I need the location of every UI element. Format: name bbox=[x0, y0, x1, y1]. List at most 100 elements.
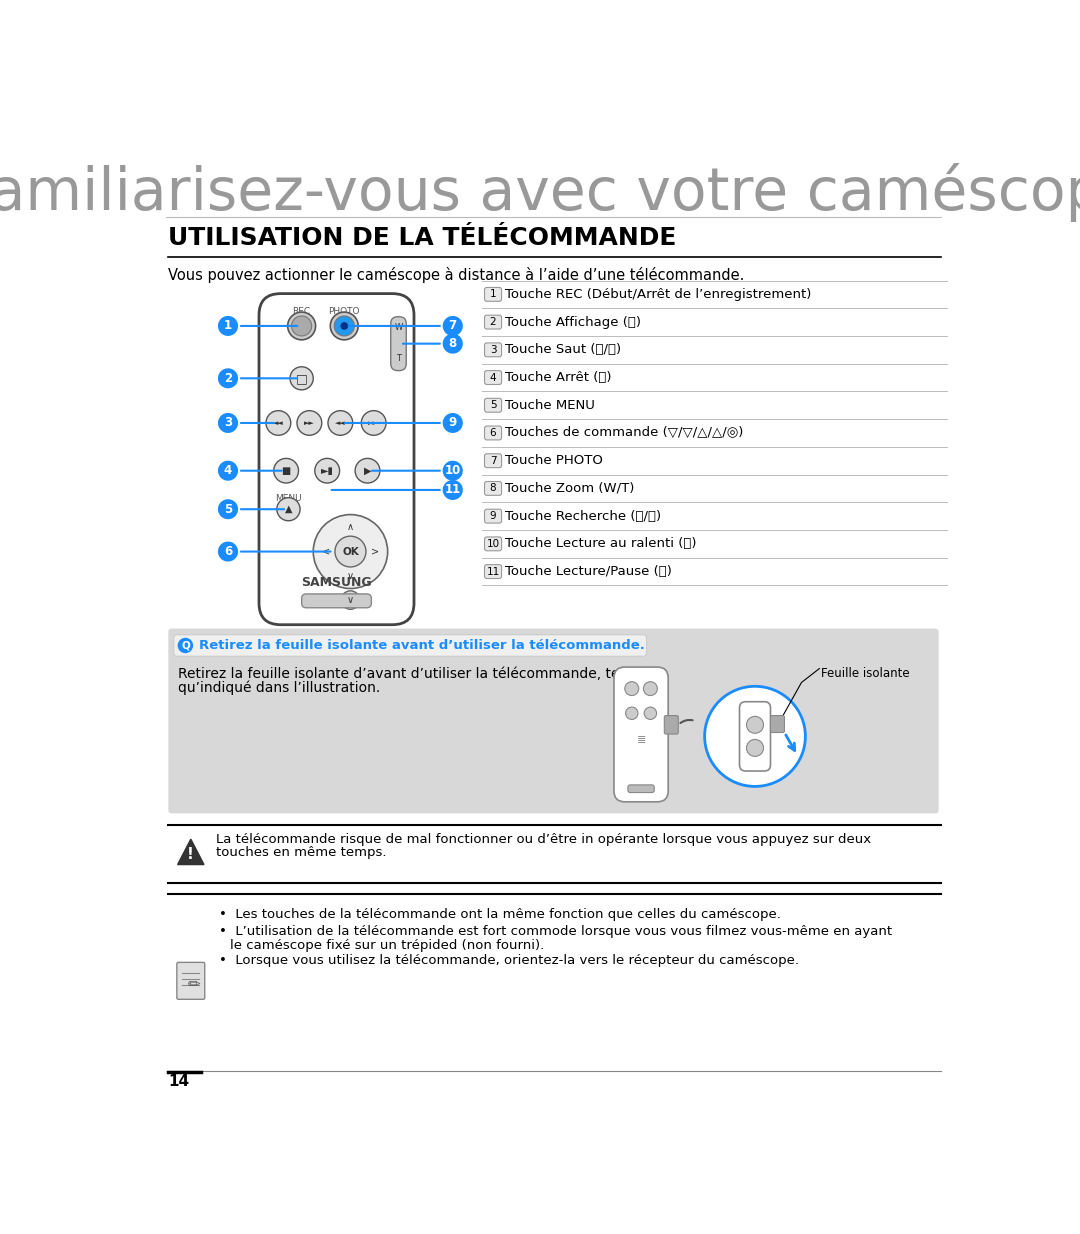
FancyBboxPatch shape bbox=[664, 716, 678, 734]
Text: 1: 1 bbox=[224, 320, 232, 332]
FancyBboxPatch shape bbox=[259, 294, 414, 624]
Text: OK: OK bbox=[342, 547, 359, 557]
Text: 11: 11 bbox=[486, 566, 500, 576]
Circle shape bbox=[443, 480, 463, 500]
Text: Retirez la feuille isolante avant d’utiliser la télécommande.: Retirez la feuille isolante avant d’util… bbox=[200, 639, 645, 652]
Circle shape bbox=[328, 411, 353, 436]
Text: 7: 7 bbox=[448, 320, 457, 332]
Text: ∧: ∧ bbox=[347, 522, 354, 532]
FancyBboxPatch shape bbox=[391, 317, 406, 370]
FancyBboxPatch shape bbox=[485, 288, 501, 301]
Text: 8: 8 bbox=[489, 484, 497, 494]
Text: Touche Saut (⏪/⏩): Touche Saut (⏪/⏩) bbox=[505, 343, 622, 357]
Circle shape bbox=[443, 316, 463, 336]
Circle shape bbox=[644, 707, 657, 719]
FancyBboxPatch shape bbox=[485, 454, 501, 468]
Text: Q: Q bbox=[181, 640, 190, 650]
Circle shape bbox=[218, 316, 238, 336]
Circle shape bbox=[746, 739, 764, 756]
Circle shape bbox=[276, 497, 300, 521]
Circle shape bbox=[218, 413, 238, 433]
Text: □: □ bbox=[296, 371, 308, 385]
Circle shape bbox=[218, 460, 238, 481]
Circle shape bbox=[362, 411, 387, 436]
Text: 4: 4 bbox=[489, 373, 497, 383]
Circle shape bbox=[644, 681, 658, 696]
Text: 6: 6 bbox=[489, 428, 497, 438]
Text: SAMSUNG: SAMSUNG bbox=[301, 576, 372, 589]
Text: >: > bbox=[372, 547, 379, 557]
Text: 5: 5 bbox=[224, 502, 232, 516]
Text: 10: 10 bbox=[486, 539, 500, 549]
Circle shape bbox=[341, 591, 360, 610]
Text: Touche Zoom (W/T): Touche Zoom (W/T) bbox=[505, 482, 635, 495]
Circle shape bbox=[340, 322, 348, 329]
Text: •  Lorsque vous utilisez la télécommande, orientez-la vers le récepteur du camés: • Lorsque vous utilisez la télécommande,… bbox=[218, 954, 799, 967]
FancyBboxPatch shape bbox=[485, 399, 501, 412]
FancyBboxPatch shape bbox=[485, 315, 501, 329]
Text: ≣: ≣ bbox=[636, 735, 646, 745]
Text: Touche Recherche (⏪/⏩): Touche Recherche (⏪/⏩) bbox=[505, 510, 662, 523]
Circle shape bbox=[218, 368, 238, 389]
Text: 8: 8 bbox=[448, 337, 457, 350]
Text: le caméscope fixé sur un trépided (non fourni).: le caméscope fixé sur un trépided (non f… bbox=[230, 939, 544, 951]
FancyBboxPatch shape bbox=[740, 702, 770, 771]
Text: MENU: MENU bbox=[275, 494, 301, 502]
Circle shape bbox=[335, 536, 366, 566]
Circle shape bbox=[218, 542, 238, 561]
Circle shape bbox=[313, 515, 388, 589]
Text: 2: 2 bbox=[224, 371, 232, 385]
FancyBboxPatch shape bbox=[770, 716, 784, 733]
Circle shape bbox=[443, 333, 463, 354]
Text: touches en même temps.: touches en même temps. bbox=[216, 847, 387, 859]
FancyBboxPatch shape bbox=[177, 963, 205, 1000]
Text: <: < bbox=[322, 547, 329, 557]
Text: ◄◄: ◄◄ bbox=[335, 420, 346, 426]
Text: •  Les touches de la télécommande ont la même fonction que celles du caméscope.: • Les touches de la télécommande ont la … bbox=[218, 908, 781, 921]
FancyBboxPatch shape bbox=[174, 634, 647, 656]
Text: 10: 10 bbox=[445, 464, 461, 478]
Text: 7: 7 bbox=[489, 455, 497, 465]
Text: Touche MENU: Touche MENU bbox=[505, 399, 595, 412]
Text: Touche PHOTO: Touche PHOTO bbox=[505, 454, 604, 468]
Text: Vous pouvez actionner le caméscope à distance à l’aide d’une télécommande.: Vous pouvez actionner le caméscope à dis… bbox=[168, 267, 745, 283]
Text: ∨: ∨ bbox=[347, 571, 354, 581]
Circle shape bbox=[218, 500, 238, 520]
Text: Feuille isolante: Feuille isolante bbox=[821, 668, 909, 680]
Text: La télécommande risque de mal fonctionner ou d’être in opérante lorsque vous app: La télécommande risque de mal fonctionne… bbox=[216, 833, 872, 845]
Text: ▲: ▲ bbox=[285, 505, 293, 515]
Text: •  L’utilisation de la télécommande est fort commode lorsque vous vous filmez vo: • L’utilisation de la télécommande est f… bbox=[218, 926, 892, 938]
FancyBboxPatch shape bbox=[168, 628, 939, 813]
Text: 4: 4 bbox=[224, 464, 232, 478]
Text: ▶: ▶ bbox=[364, 465, 372, 476]
Circle shape bbox=[746, 717, 764, 733]
Text: ✏: ✏ bbox=[188, 976, 200, 992]
Text: Touche REC (Début/Arrêt de l’enregistrement): Touche REC (Début/Arrêt de l’enregistrem… bbox=[505, 288, 812, 301]
Circle shape bbox=[443, 413, 463, 433]
Text: 5: 5 bbox=[489, 400, 497, 410]
FancyBboxPatch shape bbox=[485, 343, 501, 357]
Circle shape bbox=[704, 686, 806, 786]
Text: ■: ■ bbox=[282, 465, 291, 476]
Text: T: T bbox=[396, 354, 401, 363]
Text: 11: 11 bbox=[445, 484, 461, 496]
Circle shape bbox=[291, 366, 313, 390]
Text: ►►: ►► bbox=[368, 420, 379, 426]
Circle shape bbox=[443, 460, 463, 481]
FancyBboxPatch shape bbox=[485, 565, 501, 579]
Text: Touche Affichage (ⓞ): Touche Affichage (ⓞ) bbox=[505, 316, 642, 328]
Text: Touche Arrêt (⏹): Touche Arrêt (⏹) bbox=[505, 371, 612, 384]
Text: Touche Lecture au ralenti (⏵): Touche Lecture au ralenti (⏵) bbox=[505, 537, 697, 550]
Text: Retirez la feuille isolante d’avant d’utiliser la télécommande, tel: Retirez la feuille isolante d’avant d’ut… bbox=[177, 668, 623, 681]
Circle shape bbox=[355, 458, 380, 482]
Text: ►▮: ►▮ bbox=[321, 465, 334, 476]
Text: 9: 9 bbox=[489, 511, 497, 521]
FancyBboxPatch shape bbox=[485, 537, 501, 550]
Text: ►►: ►► bbox=[303, 420, 314, 426]
Text: 1: 1 bbox=[489, 290, 497, 300]
Circle shape bbox=[266, 411, 291, 436]
Text: W: W bbox=[394, 323, 403, 332]
Circle shape bbox=[625, 681, 638, 696]
Circle shape bbox=[297, 411, 322, 436]
Text: 2: 2 bbox=[489, 317, 497, 327]
